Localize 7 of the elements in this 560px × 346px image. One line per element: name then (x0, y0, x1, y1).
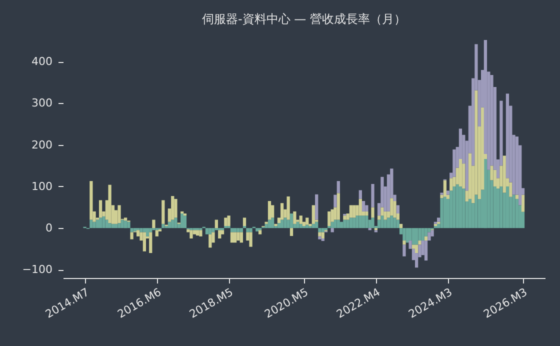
y-tick-label: 100 (32, 180, 52, 193)
y-tick-label: 200 (32, 138, 52, 152)
y-tick-label: 0 (46, 222, 52, 235)
y-tick-label: 400 (32, 55, 52, 68)
y-tick-label: −100 (22, 263, 52, 276)
y-tick-label: 300 (32, 96, 52, 110)
chart-title: 伺服器-資料中心 — 營收成長率（月） (202, 12, 406, 26)
